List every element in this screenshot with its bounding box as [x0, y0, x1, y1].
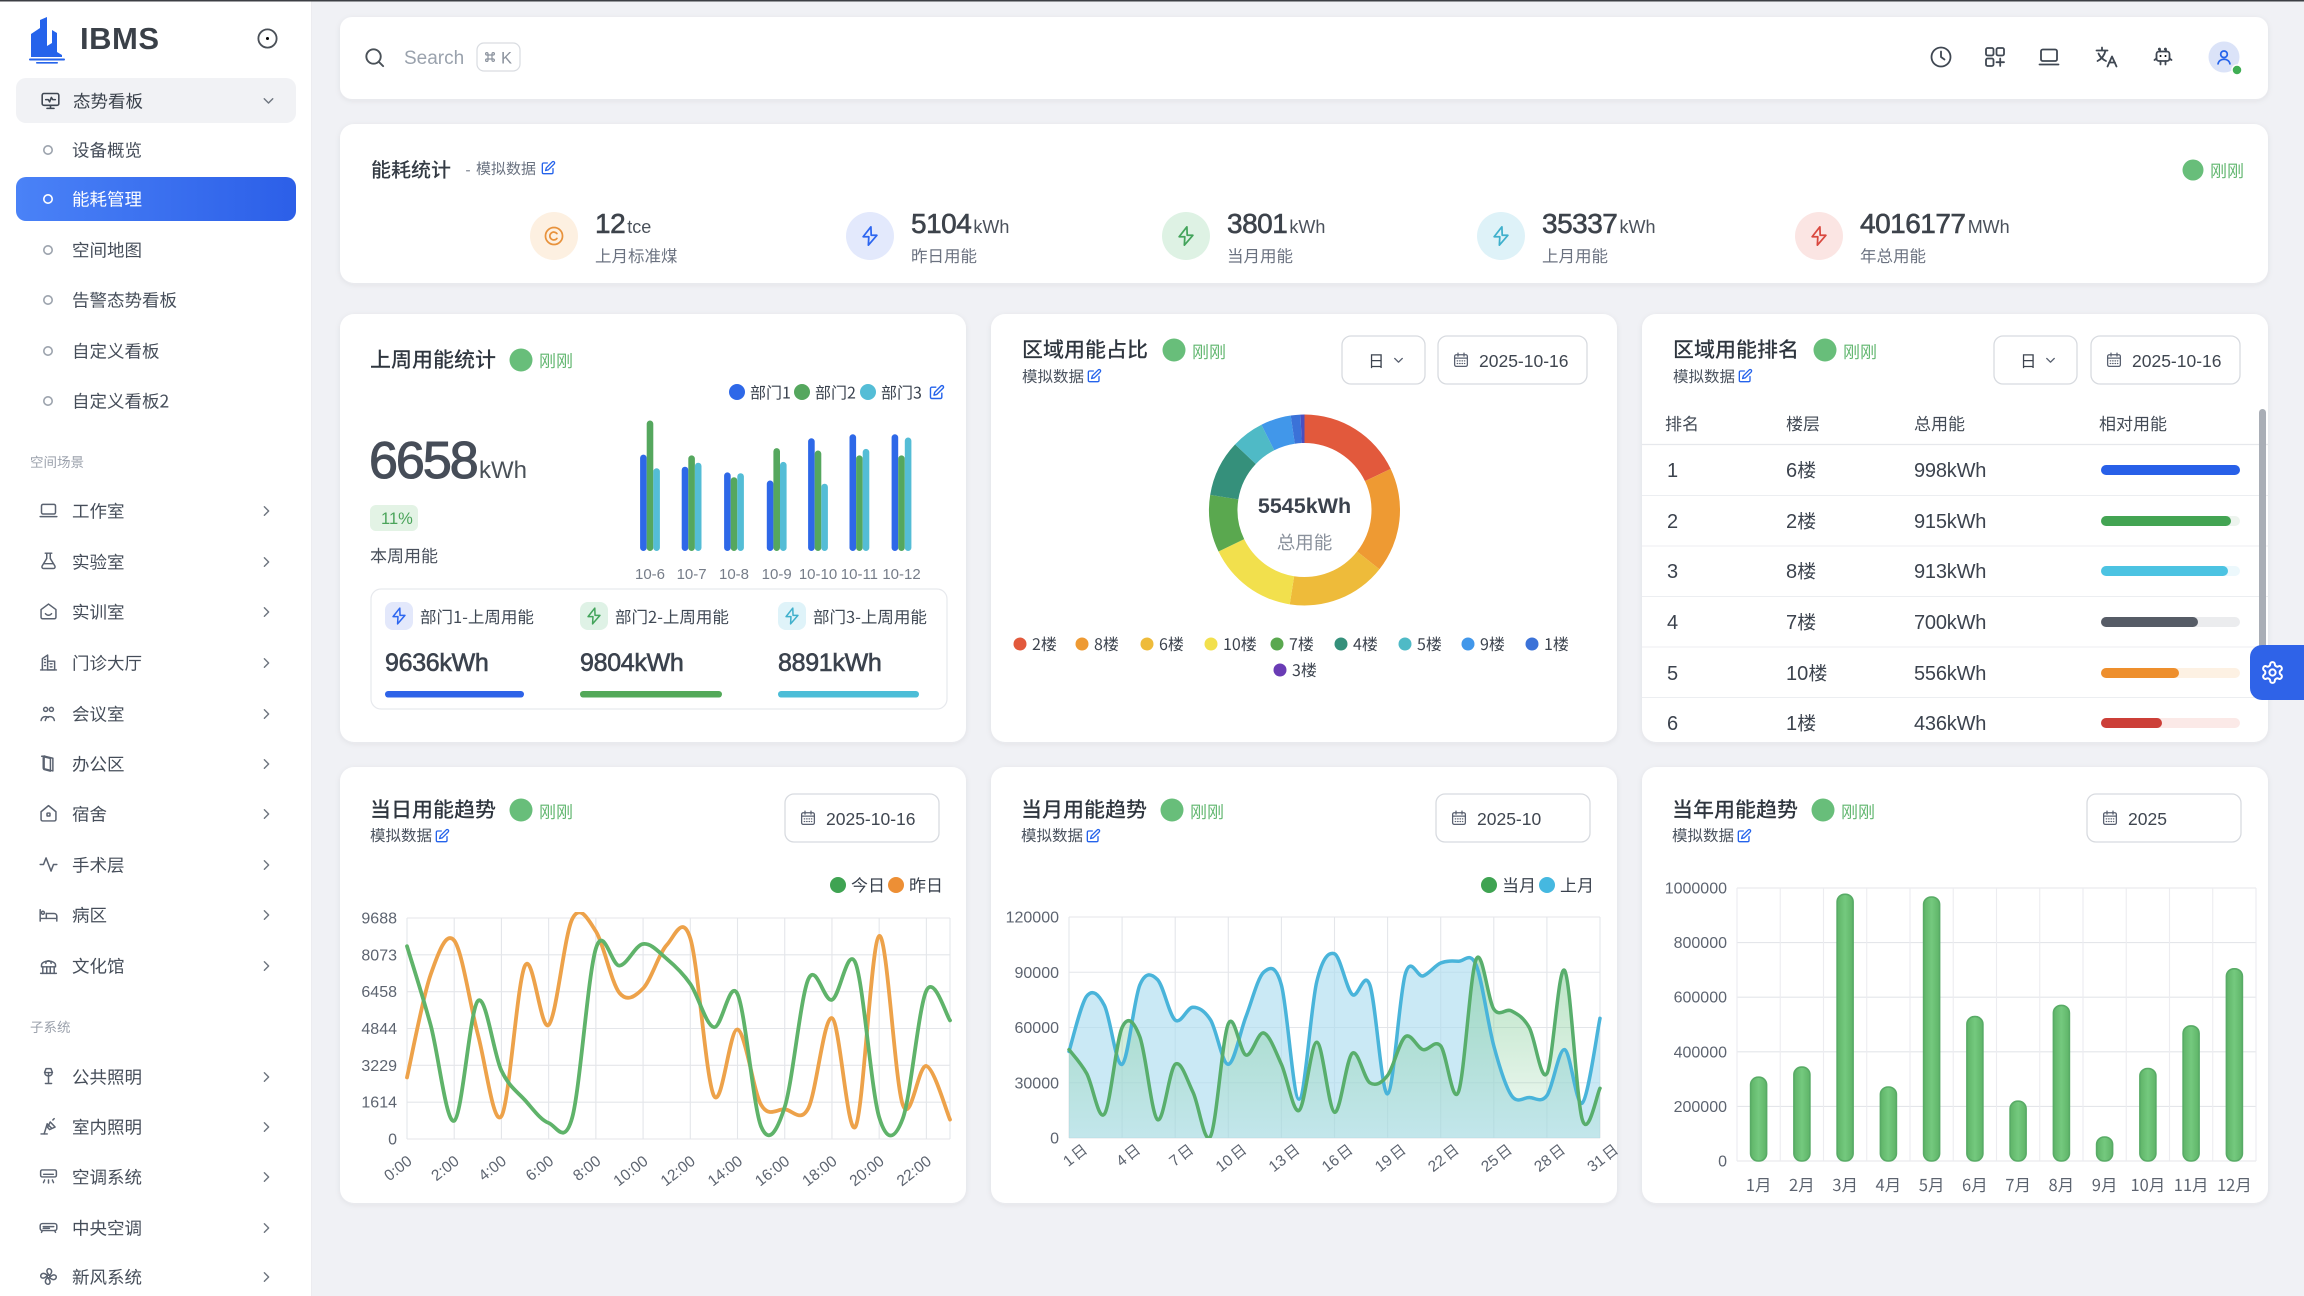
svg-text:556kWh: 556kWh: [1914, 663, 1986, 685]
svg-text:2025-10-16: 2025-10-16: [2132, 351, 2222, 371]
svg-text:4: 4: [1667, 612, 1678, 634]
svg-text:IBMS: IBMS: [80, 21, 160, 56]
svg-text:0: 0: [1050, 1131, 1059, 1148]
svg-text:kWh: kWh: [1289, 217, 1325, 237]
svg-text:30000: 30000: [1015, 1075, 1060, 1092]
svg-text:90000: 90000: [1015, 965, 1060, 982]
svg-text:kWh: kWh: [479, 457, 527, 484]
svg-text:2: 2: [1667, 511, 1678, 533]
svg-text:10-7: 10-7: [677, 566, 707, 583]
svg-text:8: 8: [1786, 561, 1797, 583]
svg-text:400000: 400000: [1674, 1044, 1727, 1061]
svg-text:60000: 60000: [1015, 1020, 1060, 1037]
svg-text:915kWh: 915kWh: [1914, 511, 1986, 533]
svg-text:3: 3: [1667, 561, 1678, 583]
svg-text:8073: 8073: [361, 947, 397, 964]
svg-text:12: 12: [595, 208, 625, 239]
svg-text:2025-10-16: 2025-10-16: [826, 809, 916, 829]
svg-text:10-6: 10-6: [635, 566, 665, 583]
svg-text:800000: 800000: [1674, 935, 1727, 952]
svg-text:4844: 4844: [361, 1021, 397, 1038]
svg-text:7: 7: [1786, 612, 1797, 634]
svg-text:2025-10: 2025-10: [1477, 809, 1541, 829]
svg-text:2025-10-16: 2025-10-16: [1479, 351, 1569, 371]
svg-text:700kWh: 700kWh: [1914, 612, 1986, 634]
svg-text:998kWh: 998kWh: [1914, 460, 1986, 482]
svg-text:6458: 6458: [361, 984, 397, 1001]
svg-text:913kWh: 913kWh: [1914, 561, 1986, 583]
svg-text:436kWh: 436kWh: [1914, 713, 1986, 735]
svg-text:1614: 1614: [361, 1095, 397, 1112]
svg-text:1: 1: [1667, 460, 1678, 482]
svg-text:2025: 2025: [2128, 809, 2167, 829]
svg-text:K: K: [501, 50, 512, 68]
svg-text:9688: 9688: [361, 911, 397, 928]
svg-text:0: 0: [1718, 1154, 1727, 1171]
svg-text:5545kWh: 5545kWh: [1258, 494, 1351, 518]
svg-text:9636kWh: 9636kWh: [385, 649, 489, 677]
svg-text:10-10: 10-10: [799, 566, 837, 583]
svg-text:tce: tce: [627, 217, 651, 237]
svg-text:3801: 3801: [1227, 208, 1287, 239]
svg-text:35337: 35337: [1542, 208, 1617, 239]
svg-text:6: 6: [1667, 713, 1678, 735]
svg-text:3229: 3229: [361, 1058, 397, 1075]
svg-text:10-12: 10-12: [882, 566, 920, 583]
svg-text:6: 6: [1786, 460, 1797, 482]
svg-text:0: 0: [388, 1132, 397, 1149]
svg-text:11%: 11%: [381, 510, 413, 528]
svg-text:6658: 6658: [369, 432, 477, 490]
svg-text:2: 2: [1786, 511, 1797, 533]
svg-text:9804kWh: 9804kWh: [580, 649, 684, 677]
svg-text:4016177: 4016177: [1860, 208, 1966, 239]
svg-text:10-11: 10-11: [841, 566, 878, 583]
svg-text:1: 1: [1786, 713, 1797, 735]
svg-text:MWh: MWh: [1968, 217, 2010, 237]
svg-text:1000000: 1000000: [1665, 881, 1727, 898]
svg-text:10-8: 10-8: [719, 566, 749, 583]
svg-text:600000: 600000: [1674, 990, 1727, 1007]
svg-text:10: 10: [1786, 663, 1808, 685]
svg-text:kWh: kWh: [973, 217, 1009, 237]
svg-text:5104: 5104: [911, 208, 971, 239]
svg-text:8891kWh: 8891kWh: [778, 649, 882, 677]
svg-text:5: 5: [1667, 663, 1678, 685]
svg-text:10-9: 10-9: [762, 566, 792, 583]
svg-text:kWh: kWh: [1620, 217, 1656, 237]
svg-text:Search: Search: [404, 48, 464, 69]
svg-text:120000: 120000: [1006, 910, 1059, 927]
svg-text:200000: 200000: [1674, 1099, 1727, 1116]
